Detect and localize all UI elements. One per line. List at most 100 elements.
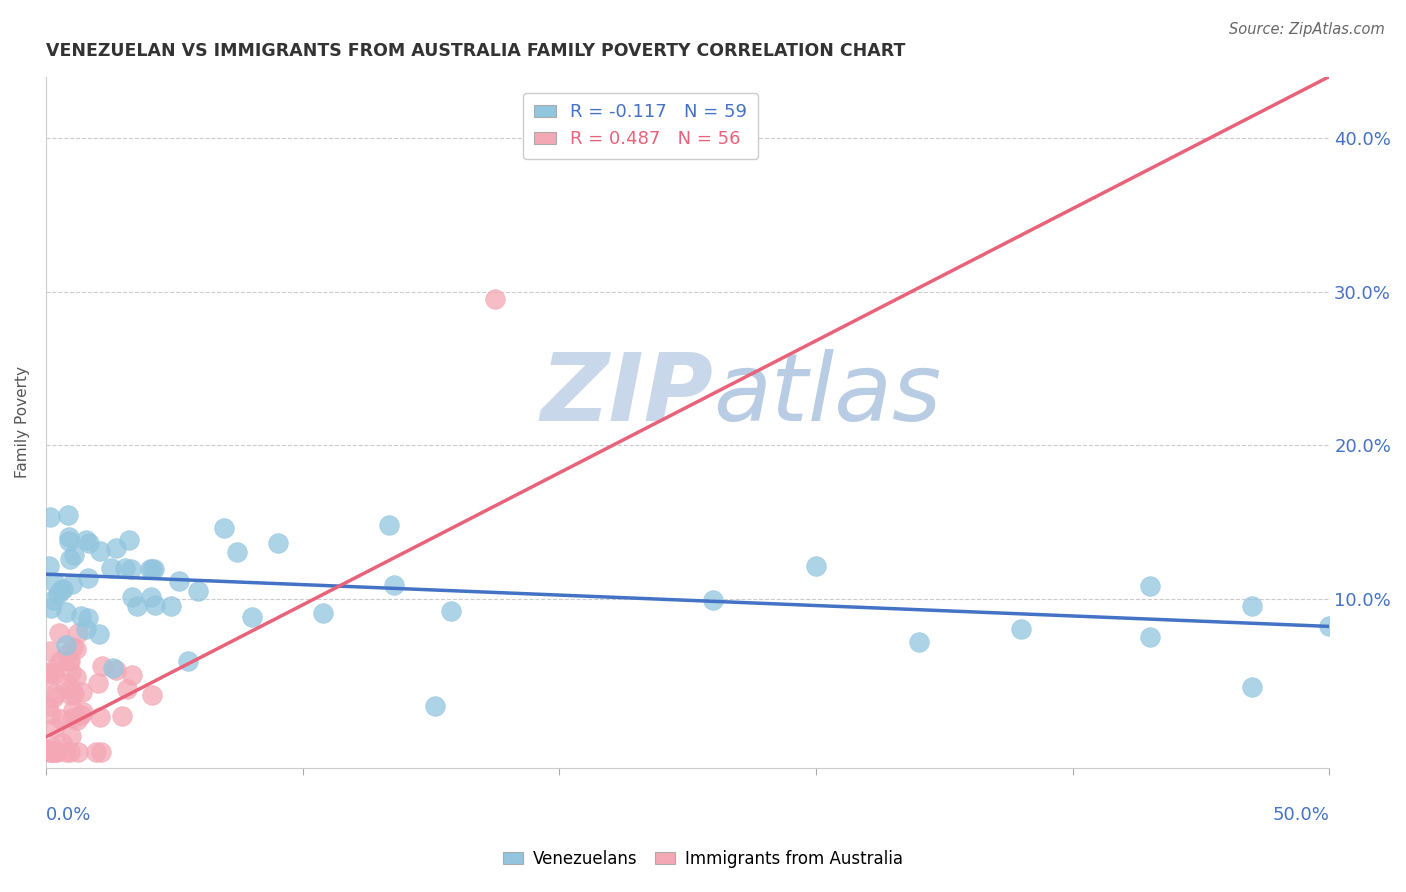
Point	[38, 745, 60, 759]
Point	[117, 681, 139, 696]
Point	[70, 707, 93, 722]
Point	[121, 667, 143, 681]
Point	[62, 687, 84, 701]
Point	[804, 559, 827, 574]
Point	[58, 530, 80, 544]
Point	[1241, 680, 1264, 694]
Point	[439, 604, 461, 618]
Point	[59, 730, 82, 744]
Point	[44, 687, 66, 701]
Point	[1139, 630, 1161, 644]
Point	[48, 626, 70, 640]
Point	[87, 626, 110, 640]
Point	[75, 533, 97, 547]
Point	[177, 654, 200, 668]
Point	[62, 640, 84, 654]
Point	[56, 647, 79, 661]
Point	[425, 699, 447, 714]
Point	[41, 745, 63, 759]
Point	[53, 677, 76, 691]
Point	[35, 671, 58, 685]
Point	[62, 703, 84, 717]
Point	[1241, 599, 1264, 614]
Point	[66, 626, 89, 640]
Point	[46, 586, 69, 600]
Point	[58, 654, 80, 668]
Point	[37, 742, 59, 756]
Point	[59, 681, 82, 695]
Text: VENEZUELAN VS IMMIGRANTS FROM AUSTRALIA FAMILY POVERTY CORRELATION CHART: VENEZUELAN VS IMMIGRANTS FROM AUSTRALIA …	[46, 42, 905, 60]
Point	[42, 744, 65, 758]
Point	[59, 654, 82, 668]
Point	[77, 571, 100, 585]
Point	[143, 562, 166, 576]
Point	[66, 713, 89, 727]
Point	[127, 599, 149, 614]
Point	[240, 610, 263, 624]
Point	[66, 745, 89, 759]
Point	[45, 745, 67, 759]
Point	[44, 745, 66, 759]
Point	[49, 654, 72, 668]
Text: atlas: atlas	[713, 349, 942, 440]
Point	[89, 543, 111, 558]
Text: 0.0%: 0.0%	[46, 805, 91, 823]
Point	[49, 583, 72, 598]
Point	[1139, 579, 1161, 593]
Point	[42, 745, 65, 759]
Text: ZIP: ZIP	[540, 349, 713, 441]
Point	[60, 711, 83, 725]
Point	[42, 740, 65, 755]
Point	[111, 709, 134, 723]
Point	[160, 599, 183, 614]
Point	[59, 688, 82, 702]
Point	[114, 561, 136, 575]
Point	[39, 707, 62, 722]
Point	[38, 644, 60, 658]
Point	[58, 534, 80, 549]
Point	[62, 548, 84, 562]
Point	[141, 562, 163, 576]
Point	[56, 508, 79, 522]
Point	[212, 521, 235, 535]
Point	[42, 575, 65, 590]
Point	[702, 593, 724, 607]
Point	[87, 676, 110, 690]
Point	[41, 601, 63, 615]
Point	[42, 662, 65, 676]
Point	[187, 583, 209, 598]
Point	[39, 745, 62, 759]
Legend: R = -0.117   N = 59, R = 0.487   N = 56: R = -0.117 N = 59, R = 0.487 N = 56	[523, 93, 758, 160]
Point	[51, 736, 73, 750]
Point	[118, 533, 141, 548]
Point	[484, 293, 506, 307]
Point	[91, 659, 114, 673]
Point	[89, 709, 111, 723]
Point	[60, 577, 83, 591]
Point	[141, 688, 163, 702]
Point	[100, 561, 122, 575]
Point	[55, 605, 77, 619]
Point	[44, 690, 66, 705]
Point	[76, 611, 98, 625]
Point	[121, 590, 143, 604]
Legend: Venezuelans, Immigrants from Australia: Venezuelans, Immigrants from Australia	[496, 844, 910, 875]
Point	[105, 541, 128, 555]
Point	[69, 609, 91, 624]
Point	[38, 559, 60, 574]
Point	[105, 663, 128, 677]
Point	[42, 721, 65, 735]
Point	[141, 590, 163, 604]
Point	[101, 661, 124, 675]
Point	[59, 665, 82, 680]
Y-axis label: Family Poverty: Family Poverty	[15, 366, 30, 478]
Point	[65, 670, 87, 684]
Point	[225, 545, 247, 559]
Point	[907, 635, 929, 649]
Point	[65, 641, 87, 656]
Point	[42, 593, 65, 607]
Point	[84, 745, 107, 759]
Point	[143, 598, 166, 612]
Point	[70, 685, 93, 699]
Point	[382, 578, 405, 592]
